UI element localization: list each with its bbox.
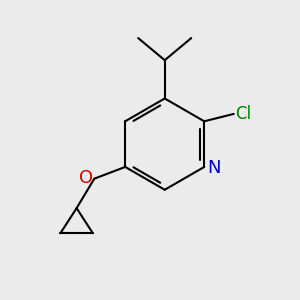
Text: N: N (207, 159, 221, 177)
Text: Cl: Cl (235, 105, 251, 123)
Text: O: O (79, 169, 93, 187)
